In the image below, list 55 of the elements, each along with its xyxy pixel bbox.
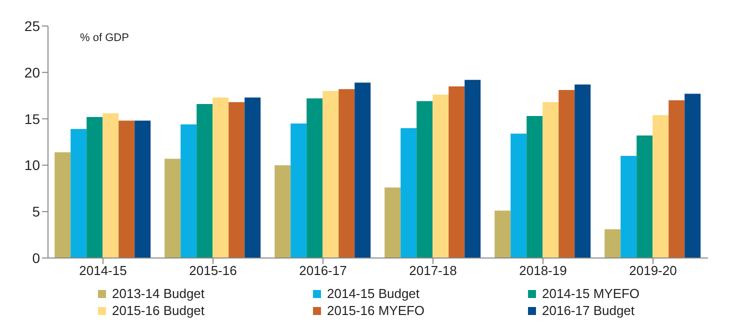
bar — [164, 158, 181, 258]
bar — [464, 80, 481, 258]
bar — [180, 124, 197, 258]
x-tick-label: 2017-18 — [409, 263, 457, 278]
bar — [494, 210, 511, 258]
bar — [526, 116, 543, 258]
bar — [620, 156, 637, 258]
bar — [416, 101, 433, 258]
y-tick-label: 20 — [24, 64, 40, 80]
y-tick-label: 10 — [24, 157, 40, 174]
x-tick-label: 2016-17 — [299, 263, 347, 278]
legend-label: 2015-16 Budget — [112, 303, 205, 318]
bar — [290, 123, 307, 258]
legend-label: 2015-16 MYEFO — [327, 303, 425, 318]
bar — [244, 97, 261, 258]
x-tick-label: 2014-15 — [79, 263, 127, 278]
bar — [432, 94, 449, 258]
bar — [322, 90, 339, 258]
bar — [558, 90, 575, 258]
legend-label: 2016-17 Budget — [542, 303, 635, 318]
bar — [384, 187, 401, 258]
bar — [574, 84, 591, 258]
bar — [70, 129, 87, 258]
bar — [636, 136, 653, 258]
bar — [400, 128, 417, 258]
bar — [448, 86, 465, 258]
bar — [354, 82, 371, 258]
bar — [306, 98, 323, 258]
y-tick-label: 25 — [24, 18, 40, 34]
x-tick-label: 2018-19 — [519, 263, 567, 278]
bar — [118, 120, 135, 258]
bar — [102, 113, 119, 258]
bar — [134, 120, 151, 258]
bar — [668, 100, 685, 258]
x-tick-label: 2015-16 — [189, 263, 237, 278]
bar — [86, 116, 103, 258]
legend-label: 2013-14 Budget — [112, 286, 205, 301]
bar — [604, 229, 621, 258]
bar — [510, 134, 527, 258]
legend-label: 2014-15 MYEFO — [542, 286, 640, 301]
y-tick-label: 5 — [32, 204, 40, 220]
bar — [338, 89, 355, 258]
y-tick-label: 0 — [32, 250, 40, 266]
y-axis-title: % of GDP — [80, 32, 129, 44]
bar — [228, 102, 245, 258]
bar — [196, 104, 213, 258]
bar — [542, 102, 559, 258]
bar — [274, 165, 291, 258]
bar — [652, 115, 669, 258]
legend-label: 2014-15 Budget — [327, 286, 420, 301]
bar — [54, 152, 71, 258]
bar — [684, 94, 701, 258]
bar — [212, 97, 229, 258]
y-tick-label: 15 — [24, 110, 40, 127]
x-tick-label: 2019-20 — [629, 263, 677, 278]
